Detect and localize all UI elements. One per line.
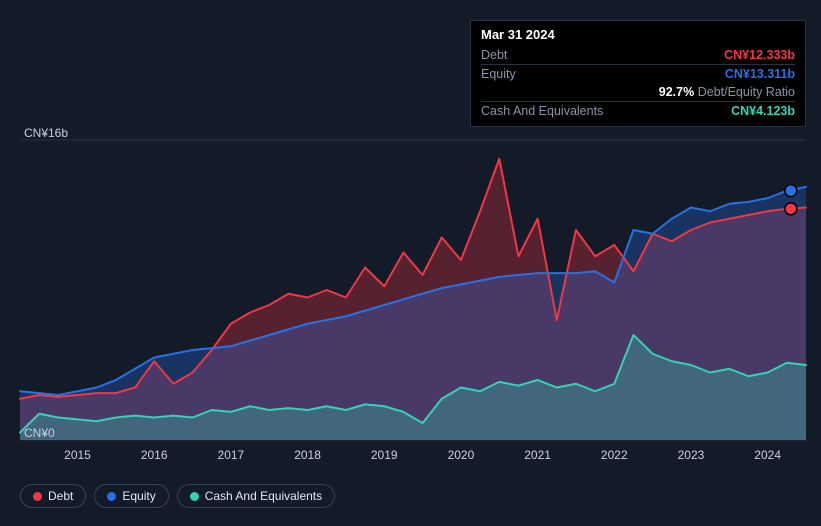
legend-item-equity[interactable]: Equity [94, 484, 168, 508]
x-axis-label: 2016 [141, 448, 168, 462]
legend-dot-icon [107, 492, 116, 501]
tooltip-ratio-value: 92.7% [659, 85, 694, 99]
legend-item-cash[interactable]: Cash And Equivalents [177, 484, 335, 508]
x-axis-label: 2020 [448, 448, 475, 462]
y-axis-label: CN¥0 [24, 426, 55, 440]
x-axis-label: 2017 [218, 448, 245, 462]
x-axis-label: 2024 [754, 448, 781, 462]
chart-legend: Debt Equity Cash And Equivalents [20, 484, 335, 508]
legend-label: Equity [122, 489, 155, 503]
tooltip-date: Mar 31 2024 [481, 27, 795, 46]
y-axis-label: CN¥16b [24, 126, 68, 140]
x-axis-label: 2018 [294, 448, 321, 462]
x-axis-label: 2021 [524, 448, 551, 462]
legend-item-debt[interactable]: Debt [20, 484, 86, 508]
tooltip-label: Equity [481, 67, 516, 81]
legend-label: Debt [48, 489, 73, 503]
tooltip-ratio-label: Debt/Equity Ratio [698, 85, 795, 99]
tooltip-cash-row: Cash And Equivalents CN¥4.123b [481, 102, 795, 120]
tooltip-row: Equity CN¥13.311b [481, 65, 795, 83]
legend-label: Cash And Equivalents [205, 489, 322, 503]
tooltip-value: CN¥12.333b [724, 48, 795, 62]
tooltip-ratio-row: 92.7% Debt/Equity Ratio [481, 83, 795, 102]
marker-debt [785, 203, 797, 215]
legend-dot-icon [33, 492, 42, 501]
chart-tooltip: Mar 31 2024 Debt CN¥12.333b Equity CN¥13.31… [470, 20, 806, 127]
marker-equity [785, 185, 797, 197]
x-axis-label: 2023 [678, 448, 705, 462]
chart-container: { "chart": { "type": "area", "background… [0, 0, 821, 526]
tooltip-row: Debt CN¥12.333b [481, 46, 795, 65]
legend-dot-icon [190, 492, 199, 501]
tooltip-label: Debt [481, 48, 507, 62]
x-axis-label: 2022 [601, 448, 628, 462]
x-axis-label: 2019 [371, 448, 398, 462]
tooltip-cash-label: Cash And Equivalents [481, 104, 603, 118]
x-axis-label: 2015 [64, 448, 91, 462]
tooltip-value: CN¥13.311b [725, 67, 795, 81]
tooltip-cash-value: CN¥4.123b [731, 104, 795, 118]
